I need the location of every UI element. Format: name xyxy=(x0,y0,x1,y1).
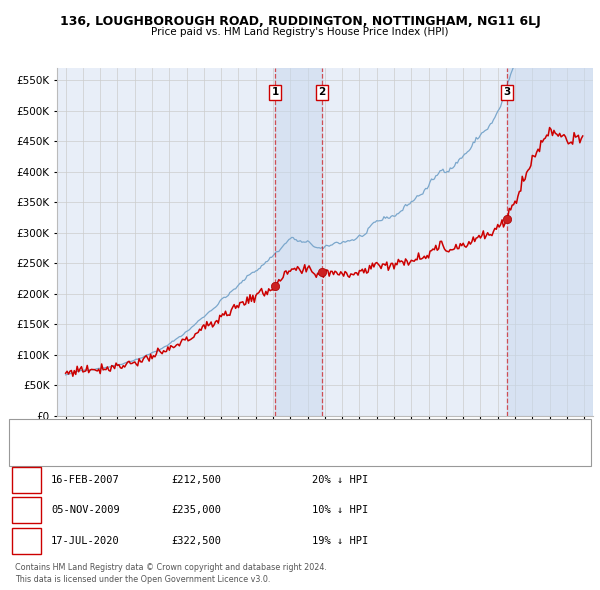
Bar xyxy=(507,68,593,416)
Text: 19% ↓ HPI: 19% ↓ HPI xyxy=(312,536,368,546)
Text: This data is licensed under the Open Government Licence v3.0.: This data is licensed under the Open Gov… xyxy=(15,575,271,584)
Bar xyxy=(275,68,322,416)
Text: 3: 3 xyxy=(23,536,30,546)
Text: 3: 3 xyxy=(503,87,511,97)
Text: Contains HM Land Registry data © Crown copyright and database right 2024.: Contains HM Land Registry data © Crown c… xyxy=(15,563,327,572)
Text: 10% ↓ HPI: 10% ↓ HPI xyxy=(312,506,368,515)
Text: £235,000: £235,000 xyxy=(171,506,221,515)
Text: 1: 1 xyxy=(271,87,279,97)
Text: Price paid vs. HM Land Registry's House Price Index (HPI): Price paid vs. HM Land Registry's House … xyxy=(151,27,449,37)
Text: 2: 2 xyxy=(319,87,326,97)
Text: £212,500: £212,500 xyxy=(171,475,221,484)
Text: 16-FEB-2007: 16-FEB-2007 xyxy=(51,475,120,484)
Text: 05-NOV-2009: 05-NOV-2009 xyxy=(51,506,120,515)
Text: 20% ↓ HPI: 20% ↓ HPI xyxy=(312,475,368,484)
Text: HPI: Average price, detached house, Rushcliffe: HPI: Average price, detached house, Rush… xyxy=(63,447,275,456)
Text: 17-JUL-2020: 17-JUL-2020 xyxy=(51,536,120,546)
Text: £322,500: £322,500 xyxy=(171,536,221,546)
Text: 1: 1 xyxy=(23,475,30,484)
Text: 136, LOUGHBOROUGH ROAD, RUDDINGTON, NOTTINGHAM, NG11 6LJ: 136, LOUGHBOROUGH ROAD, RUDDINGTON, NOTT… xyxy=(59,15,541,28)
Text: 136, LOUGHBOROUGH ROAD, RUDDINGTON, NOTTINGHAM, NG11 6LJ (detached house): 136, LOUGHBOROUGH ROAD, RUDDINGTON, NOTT… xyxy=(63,429,457,438)
Text: 2: 2 xyxy=(23,506,30,515)
